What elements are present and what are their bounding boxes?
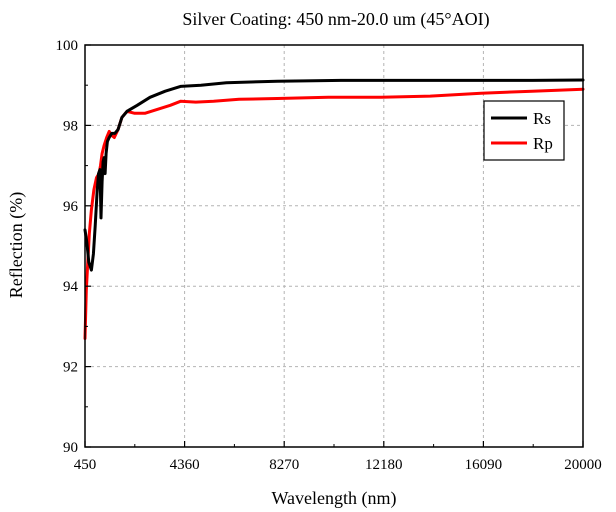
series-line-rs [83, 78, 585, 272]
y-tick-label: 96 [63, 199, 79, 215]
legend-label-rp: Rp [533, 134, 553, 153]
series-layer [83, 78, 585, 340]
y-tick-label: 100 [56, 38, 79, 54]
x-axis-label: Wavelength (nm) [271, 488, 396, 509]
legend-box [483, 100, 565, 161]
y-tick-label: 92 [63, 360, 78, 376]
chart-title: Silver Coating: 450 nm-20.0 um (45°AOI) [182, 9, 489, 30]
x-tick-label: 20000 [564, 457, 602, 473]
x-tick-label: 16090 [465, 457, 503, 473]
y-tick-label: 94 [63, 279, 79, 295]
x-tick-label: 12180 [365, 457, 403, 473]
y-axis-label: Reflection (%) [6, 192, 27, 298]
axis-ticks: 450 4360 8270 12180 16090 20000 90 92 94 96 98 100 [56, 38, 602, 473]
y-tick-label: 98 [63, 118, 78, 134]
y-tick-label: 90 [63, 440, 78, 456]
legend: Rs Rp [483, 100, 565, 161]
x-tick-label: 450 [74, 457, 97, 473]
x-tick-label: 4360 [170, 457, 200, 473]
x-tick-label: 8270 [269, 457, 299, 473]
legend-label-rs: Rs [533, 109, 551, 128]
